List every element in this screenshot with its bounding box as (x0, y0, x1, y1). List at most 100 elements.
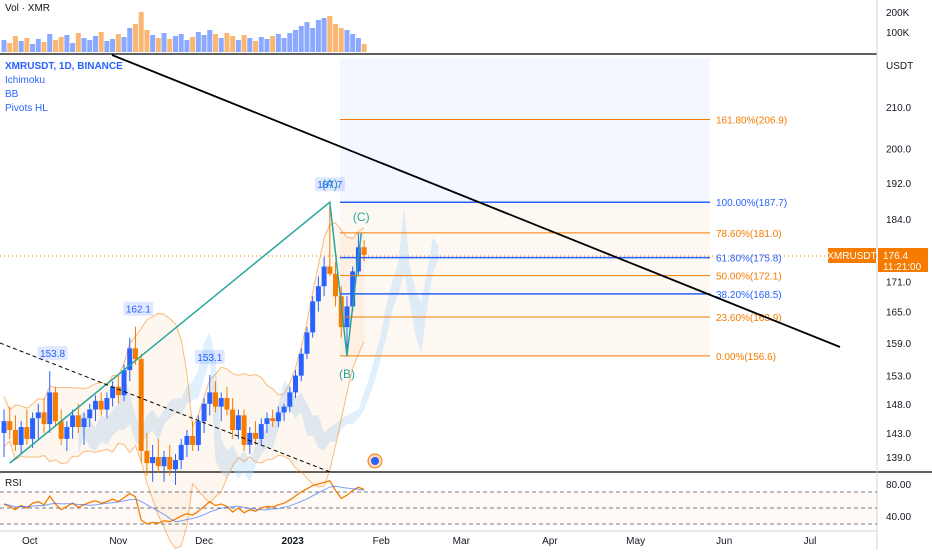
pivot-label-text: 153.8 (40, 349, 65, 360)
volume-bar (24, 38, 30, 52)
dashed-trendline[interactable] (0, 342, 331, 473)
axes: 210.0 200.0 192.0 184.0 171.0 165.0 159.0 153.0… (22, 8, 913, 547)
candle-body (155, 457, 161, 467)
wave-path[interactable] (9, 200, 363, 464)
fibonacci-retracement[interactable]: 161.80%(206.9) 100.00%(187.7) 78.60%(181.0… (340, 116, 787, 363)
volume-bar (161, 33, 167, 52)
volume-bar (144, 30, 150, 52)
candle-body (104, 398, 110, 410)
candle-body (161, 457, 167, 467)
candle-body (321, 266, 327, 287)
volume-bar (7, 43, 13, 52)
volume-bar (87, 40, 93, 52)
candle-body (230, 409, 236, 430)
volume-bar (115, 34, 121, 52)
volume-tick-label: 100K (886, 28, 910, 39)
pivot-label-text: 153.1 (197, 353, 222, 364)
rsi-ma-line (3, 485, 365, 523)
candle-body (350, 271, 356, 307)
candle-body (172, 460, 178, 470)
volume-bar (344, 30, 350, 52)
candle-body (201, 403, 207, 422)
volume-tick-label: 200K (886, 8, 910, 19)
candle-body (115, 386, 121, 396)
candle-body (241, 415, 247, 445)
fib-level-label: 100.00%(187.7) (716, 198, 787, 209)
candle-body (207, 392, 213, 404)
candle-body (18, 427, 24, 445)
time-tick-label: Jun (716, 536, 732, 547)
pivot-label-box (37, 346, 68, 361)
volume-bar (212, 34, 218, 52)
descending-trendline[interactable] (111, 54, 841, 348)
candle-body (58, 421, 64, 439)
pivot-label-box (314, 177, 345, 192)
candle-body (184, 435, 190, 445)
wave-label: (A) (322, 177, 338, 191)
candle-body (75, 415, 81, 428)
volume-bar (253, 41, 259, 52)
time-tick-label: Jul (804, 536, 817, 547)
rsi-legend[interactable]: RSI (5, 478, 22, 489)
volume-bar (201, 35, 207, 52)
volume-bar (235, 40, 241, 52)
fib-level-label: 50.00%(172.1) (716, 272, 782, 283)
volume-bar (70, 43, 76, 52)
candle-body (293, 375, 299, 393)
volume-bar (92, 36, 98, 52)
volume-bar (167, 39, 173, 52)
wave-label: (C) (353, 210, 370, 224)
volume-bar (41, 42, 47, 52)
candle-body (7, 421, 13, 430)
candle-body (1, 421, 7, 433)
candle-body (258, 424, 264, 439)
elliott-wave-abc[interactable]: (A) (B) (C) (9, 177, 370, 464)
volume-bar (81, 38, 87, 52)
trendlines[interactable] (0, 54, 841, 473)
price-tick-label: 139.0 (886, 453, 911, 464)
volume-bar (287, 33, 293, 52)
candle-body (218, 398, 224, 407)
volume-bar (121, 37, 127, 52)
bollinger-bands (3, 222, 365, 550)
volume-bar (275, 34, 281, 52)
volume-bar (350, 34, 356, 52)
volume-bar (310, 28, 316, 52)
current-price-text: 176.4 (883, 251, 908, 262)
fib-level-label: 0.00%(156.6) (716, 352, 776, 363)
indicator-pivots[interactable]: Pivots HL (5, 103, 48, 114)
price-tick-label: 200.0 (886, 144, 911, 155)
volume-bar (355, 38, 361, 52)
volume-bar (127, 28, 133, 52)
price-tick-label: 148.0 (886, 400, 911, 411)
wave-label: (B) (339, 367, 355, 381)
price-tick-label: 143.0 (886, 429, 911, 440)
candle-body (253, 432, 259, 439)
volume-bar (258, 37, 264, 52)
volume-bar (110, 39, 116, 52)
candle-body (35, 412, 41, 419)
volume-bar (47, 34, 53, 52)
candle-body (12, 429, 18, 445)
volume-legend[interactable]: Vol · XMR (5, 3, 51, 14)
price-tick-label: 159.0 (886, 339, 911, 350)
rsi-pane (0, 480, 877, 525)
volume-bar (247, 38, 253, 52)
symbol-title[interactable]: XMRUSDT, 1D, BINANCE (5, 61, 123, 72)
candle-body (361, 247, 367, 255)
time-tick-label: Nov (109, 536, 127, 547)
candle-body (52, 392, 58, 422)
candle-body (338, 296, 344, 328)
volume-bar (64, 35, 70, 52)
candle-body (167, 457, 173, 470)
indicator-bb[interactable]: BB (5, 89, 19, 100)
volume-bar (218, 38, 224, 52)
candle-body (270, 418, 276, 422)
fib-level-label: 38.20%(168.5) (716, 290, 782, 301)
indicator-ichimoku[interactable]: Ichimoku (5, 75, 46, 86)
candle-body (121, 370, 127, 396)
candle-body (275, 412, 281, 422)
